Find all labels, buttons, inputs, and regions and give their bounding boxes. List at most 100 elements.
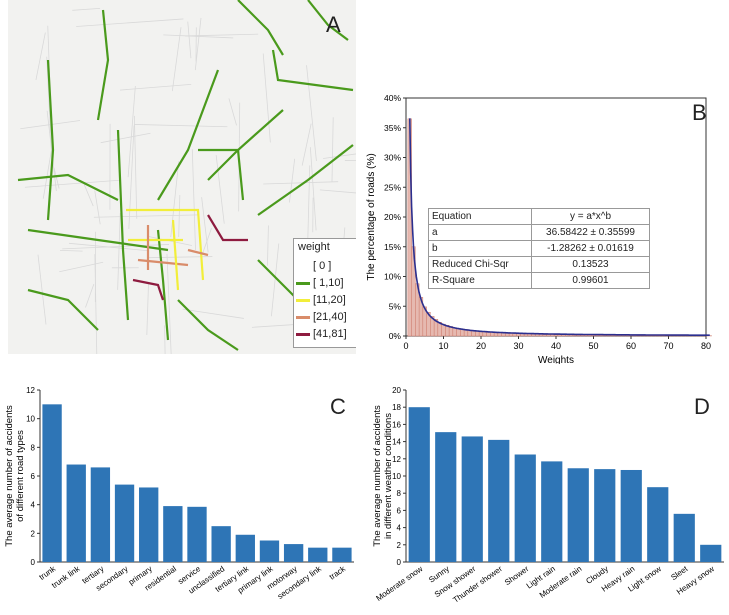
map-road [101, 133, 151, 142]
bar [284, 544, 303, 562]
histogram-bar [592, 335, 596, 336]
table-cell: a [429, 225, 532, 241]
legend-title: weight [298, 241, 330, 253]
map-road-segment [188, 250, 208, 255]
legend-swatch [296, 299, 310, 302]
bar [568, 468, 589, 562]
map-road [320, 190, 356, 197]
legend-label: [ 1,10] [313, 277, 344, 289]
x-tick-label: 10 [438, 341, 448, 351]
bar [594, 469, 615, 562]
legend-label: [41,81] [313, 328, 347, 340]
bar [211, 526, 230, 562]
histogram-bar [577, 335, 581, 336]
y-tick-label: 8 [31, 443, 36, 452]
map-road [147, 257, 212, 258]
y-axis-label: The percentage of roads (%) [366, 153, 377, 280]
map-road [59, 262, 103, 272]
y-axis-label: The average number of accidentsin differ… [372, 405, 394, 547]
map-road [85, 284, 93, 307]
x-tick-label: 70 [663, 341, 673, 351]
bar [236, 535, 255, 562]
map-road-segment [173, 220, 178, 290]
x-tick-label: trunk link [50, 564, 82, 590]
map-road [128, 86, 135, 177]
legend-swatch [296, 333, 310, 336]
y-tick-label: 0% [389, 331, 402, 341]
y-tick-label: 20% [384, 212, 401, 222]
table-cell: b [429, 241, 532, 257]
map-road-segment [28, 290, 98, 330]
map-road [165, 325, 166, 354]
y-tick-label: 18 [392, 403, 401, 412]
panel-letter-d: D [694, 394, 710, 420]
legend-item: [11,20] [296, 292, 346, 308]
x-tick-label: 30 [513, 341, 523, 351]
legend-label: [ 0 ] [313, 260, 331, 272]
map-road [202, 228, 212, 256]
table-cell: -1.28262 ± 0.01619 [532, 241, 650, 257]
map-road [38, 255, 46, 325]
map-road-segment [98, 10, 108, 120]
legend-swatch [296, 316, 310, 319]
map-road [202, 197, 209, 252]
bar [115, 485, 134, 562]
map-road [134, 116, 136, 219]
bar [67, 465, 86, 562]
y-tick-label: 2 [397, 541, 402, 550]
map-road-segment [208, 215, 248, 240]
bar [308, 548, 327, 562]
x-tick-label: 40 [551, 341, 561, 351]
map-road [289, 159, 294, 203]
map-road [172, 27, 181, 91]
map-road-segment [208, 110, 283, 180]
histogram-bar [543, 335, 547, 336]
map-road [188, 22, 191, 59]
table-cell: y = a*x^b [532, 209, 650, 225]
y-axis-label-line: of different road types [15, 430, 26, 522]
map-road [118, 213, 121, 290]
map-road [179, 195, 180, 237]
panel-letter-a: A [326, 12, 341, 38]
bar [163, 506, 182, 562]
x-tick-label: 80 [701, 341, 711, 351]
map-road-segment [258, 145, 353, 215]
map-road [302, 124, 311, 166]
map-road-segment [158, 230, 168, 340]
x-axis-label: Weights [538, 355, 574, 364]
table-cell: R-Square [429, 273, 532, 289]
y-tick-label: 8 [397, 489, 402, 498]
x-tick-label: track [328, 564, 348, 582]
x-tick-label: 0 [403, 341, 408, 351]
map-road [129, 126, 134, 229]
legend-label: [21,40] [313, 311, 347, 323]
histogram-bar [599, 335, 603, 336]
map-road [263, 182, 338, 184]
bar [488, 440, 509, 562]
y-tick-label: 20 [392, 386, 401, 395]
table-cell: 36.58422 ± 0.35599 [532, 225, 650, 241]
y-tick-label: 6 [397, 506, 402, 515]
legend-item: [41,81] [296, 326, 347, 342]
bar [621, 470, 642, 562]
y-tick-label: 30% [384, 153, 401, 163]
table-cell: Equation [429, 209, 532, 225]
histogram-bar [554, 335, 558, 336]
y-tick-label: 12 [26, 386, 35, 395]
map-road-segment [273, 50, 353, 90]
y-axis-label-line: in different weather conditions [383, 413, 394, 539]
y-tick-label: 0 [31, 558, 36, 567]
map-road [345, 160, 356, 161]
map-road [95, 191, 100, 225]
map-road-segment [138, 260, 188, 265]
histogram-bar [595, 335, 599, 336]
legend-swatch [296, 282, 310, 285]
bar [462, 436, 483, 562]
